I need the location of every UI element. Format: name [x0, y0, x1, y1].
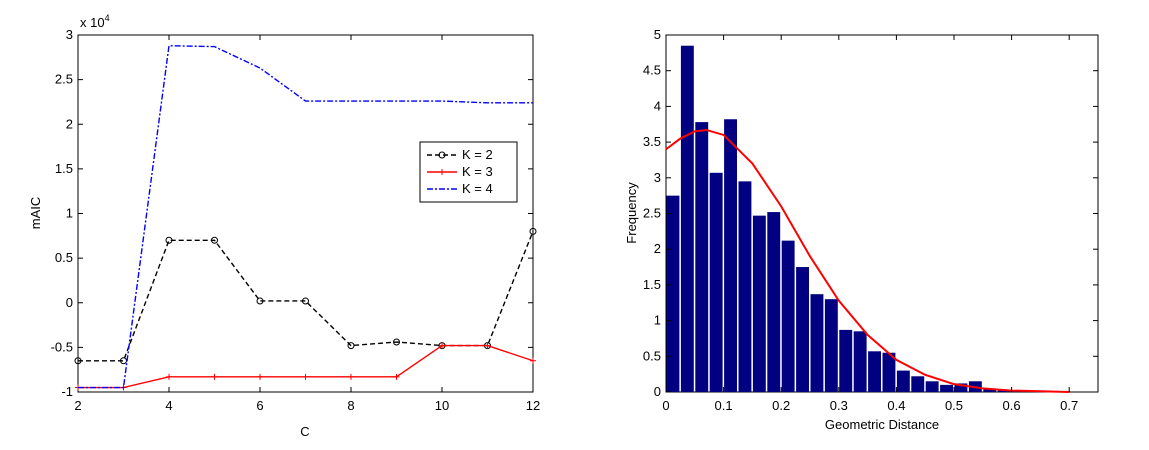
right-x-tick-label: 0.5 [945, 398, 963, 413]
right-y-tick-label: 0 [654, 384, 661, 399]
right-y-tick-label: 0.5 [643, 348, 661, 363]
series-line-k4 [78, 44, 533, 389]
histogram-bar [824, 299, 838, 392]
histogram-bar [925, 381, 939, 392]
histogram-bar [709, 172, 723, 392]
legend-label: K = 3 [462, 164, 493, 179]
left-x-ticks: 2 4 6 8 10 12 [74, 35, 540, 413]
histogram-bar [882, 352, 896, 392]
left-x-tick-label: 12 [526, 398, 540, 413]
left-x-tick-label: 4 [165, 398, 172, 413]
right-x-tick-label: 0.2 [772, 398, 790, 413]
right-y-tick-label: 1.5 [643, 277, 661, 292]
histogram-bar [752, 215, 766, 392]
histogram-bar [983, 388, 997, 392]
legend-items: K = 2 K = 3 K = 4 [427, 147, 493, 196]
data-point [529, 227, 537, 235]
data-point [530, 357, 536, 364]
left-x-tick-label: 8 [347, 398, 354, 413]
left-y-tick-label: 2 [66, 116, 73, 131]
right-y-tick-label: 3 [654, 170, 661, 185]
left-y-tick-label: 0 [66, 295, 73, 310]
histogram-bar [666, 195, 680, 392]
legend-label: K = 4 [462, 181, 493, 196]
left-y-tick-label: 2.5 [55, 72, 73, 87]
left-x-axis-label: C [300, 424, 309, 439]
left-y-axis-label: mAIC [28, 197, 43, 230]
right-x-axis-label: Geometric Distance [825, 417, 939, 432]
right-y-axis-label: Frequency [624, 182, 639, 244]
right-y-tick-label: 2.5 [643, 206, 661, 221]
right-x-tick-label: 0.3 [830, 398, 848, 413]
left-x-tick-label: 10 [435, 398, 449, 413]
data-point [166, 373, 172, 380]
data-point [393, 338, 400, 346]
geometric-distance-histogram: 0 0.5 1 1.5 2 2.5 3 3.5 4 4.5 5 0 0.1 0.2 0.3 0.4 0.5 0.… [624, 27, 1099, 432]
histogram-bar [868, 351, 881, 392]
left-x-tick-label: 6 [256, 398, 263, 413]
right-x-tick-label: 0.7 [1060, 398, 1078, 413]
data-point [74, 357, 82, 365]
histogram-bar [738, 181, 752, 392]
left-y-tick-label: -1 [61, 384, 73, 399]
left-y-ticks: -1 -0.5 0 0.5 1 1.5 2 2.5 3 [51, 27, 533, 399]
data-point [439, 342, 445, 349]
data-point [347, 342, 355, 350]
left-y-tick-label: 1.5 [55, 161, 73, 176]
histogram-bar [695, 122, 709, 392]
legend-label: K = 2 [462, 147, 493, 162]
data-point [393, 373, 400, 380]
histogram-bar [680, 45, 694, 393]
right-x-ticks: 0 0.1 0.2 0.3 0.4 0.5 0.6 0.7 [662, 35, 1078, 413]
right-y-tick-label: 4.5 [643, 63, 661, 78]
histogram-bar [839, 329, 853, 392]
right-x-tick-label: 0.6 [1003, 398, 1021, 413]
left-y-tick-label: -0.5 [51, 339, 73, 354]
histogram-bar [810, 294, 824, 392]
right-y-tick-label: 5 [654, 27, 661, 42]
left-y-tick-label: 1 [66, 206, 73, 221]
right-y-tick-label: 1 [654, 313, 661, 328]
data-point [211, 373, 218, 380]
data-point [165, 236, 173, 244]
data-point [348, 373, 354, 380]
data-point [211, 236, 218, 244]
data-point [302, 373, 309, 380]
histogram-bar [724, 119, 737, 392]
histogram-bar [896, 370, 910, 392]
mAIC-line-chart: -1 -0.5 0 0.5 1 1.5 2 2.5 3 2 4 6 8 10 12 x 104 C mAI… [28, 13, 540, 439]
data-point [257, 373, 263, 380]
left-y-tick-label: 0.5 [55, 250, 73, 265]
legend: K = 2 K = 3 K = 4 [419, 141, 518, 203]
right-x-tick-label: 0 [662, 398, 669, 413]
fit-curve [665, 128, 1070, 393]
legend-marker [438, 151, 446, 159]
data-point [302, 297, 309, 305]
right-y-tick-label: 3.5 [643, 134, 661, 149]
right-plot-frame [665, 34, 1099, 393]
right-y-tick-label: 4 [654, 98, 661, 113]
right-y-ticks: 0 0.5 1 1.5 2 2.5 3 3.5 4 4.5 5 [643, 27, 1098, 399]
histogram-bar [767, 212, 781, 392]
histogram-bar [954, 383, 968, 392]
legend-marker [439, 169, 445, 175]
series-line-k2 [78, 231, 534, 362]
right-x-tick-label: 0.1 [715, 398, 733, 413]
histogram-bar [853, 331, 867, 392]
data-point [484, 342, 491, 349]
left-y-tick-label: 3 [66, 27, 73, 42]
histogram-bar [940, 384, 953, 392]
right-x-tick-label: 0.4 [887, 398, 905, 413]
right-y-tick-label: 2 [654, 241, 661, 256]
left-x-tick-label: 2 [74, 398, 81, 413]
left-y-multiplier: x 104 [80, 13, 110, 30]
left-series [74, 44, 537, 391]
data-point [256, 297, 264, 305]
left-plot-frame [77, 34, 534, 393]
histogram-bar [781, 240, 795, 392]
histogram-bar [796, 267, 809, 392]
histogram-bar [911, 376, 925, 392]
histogram-bars [666, 45, 1025, 393]
